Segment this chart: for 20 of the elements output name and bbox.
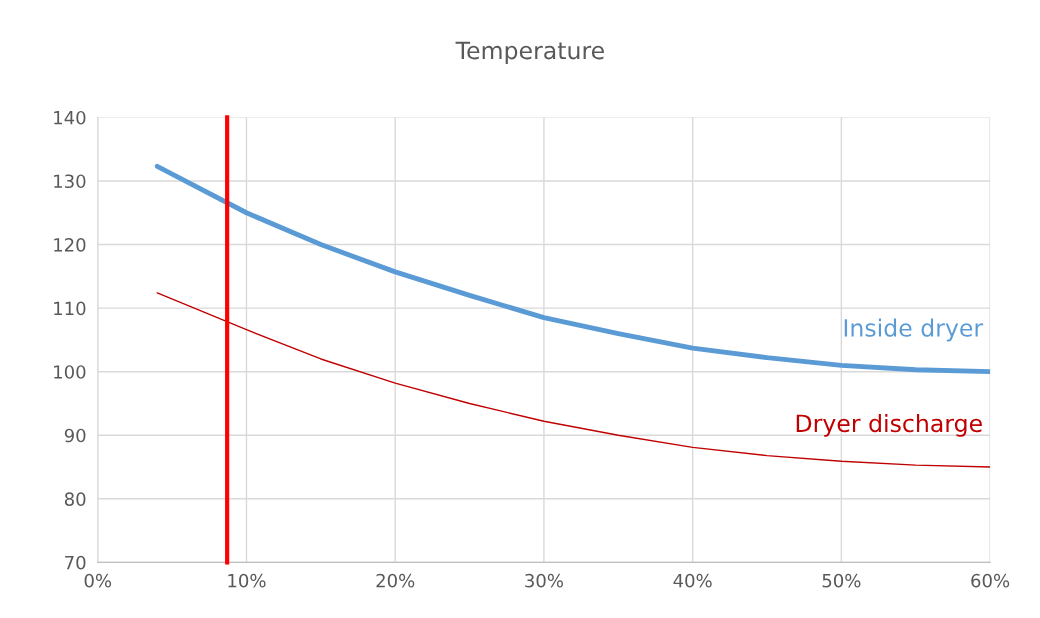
y-tick-label: 80 bbox=[64, 492, 86, 506]
y-tick-label: 130 bbox=[54, 174, 86, 189]
y-tick-label: 90 bbox=[64, 428, 86, 443]
x-tick-label: 10% bbox=[228, 573, 266, 588]
x-tick-label: 50% bbox=[822, 573, 861, 588]
chart-title: Temperature bbox=[455, 41, 604, 64]
x-tick-label: 30% bbox=[525, 573, 563, 588]
series-label: Dryer discharge bbox=[796, 413, 982, 437]
x-tick-label: 40% bbox=[673, 573, 712, 588]
line-series bbox=[156, 292, 991, 468]
y-tick-label: 70 bbox=[65, 555, 86, 570]
y-tick-label: 140 bbox=[54, 110, 86, 125]
x-tick-label: 0% bbox=[84, 573, 112, 588]
y-tick-label: 100 bbox=[54, 365, 86, 379]
y-tick-label: 120 bbox=[54, 238, 86, 252]
y-tick-label: 110 bbox=[54, 301, 86, 316]
line-series bbox=[154, 163, 991, 375]
series-label: Inside dryer bbox=[844, 318, 984, 342]
x-tick-label: 20% bbox=[376, 573, 415, 588]
x-tick-label: 60% bbox=[971, 573, 1010, 588]
